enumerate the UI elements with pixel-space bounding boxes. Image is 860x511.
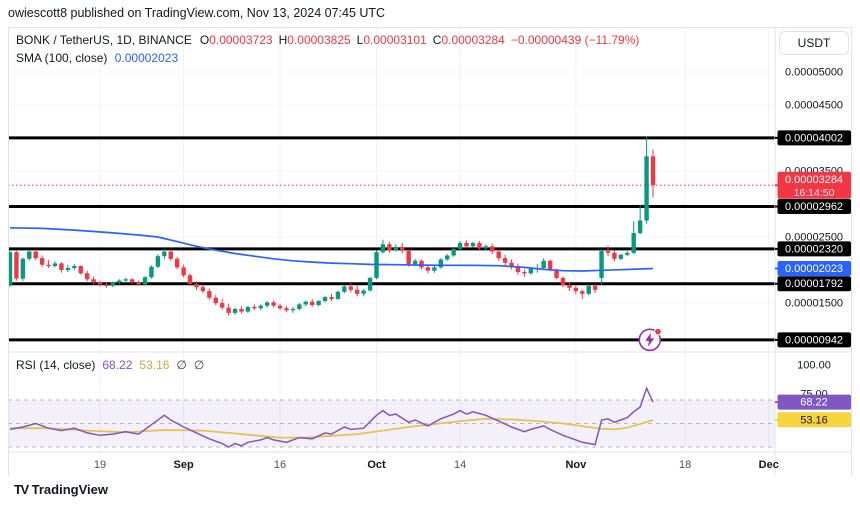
- rsi-line[interactable]: [9, 386, 654, 448]
- svg-text:68.22: 68.22: [800, 397, 828, 409]
- svg-text:0.00000942: 0.00000942: [785, 334, 843, 346]
- svg-text:0.00001500: 0.00001500: [785, 298, 843, 310]
- svg-text:0.00004002: 0.00004002: [785, 132, 843, 144]
- svg-text:0.00002320: 0.00002320: [785, 243, 843, 255]
- svg-text:Nov: Nov: [565, 459, 587, 471]
- price-gridlines: [8, 71, 775, 304]
- close-label: C: [432, 33, 442, 47]
- tradingview-logo-text: TradingView: [31, 482, 108, 497]
- svg-text:0.00001792: 0.00001792: [785, 278, 843, 290]
- vertical-gridlines: [99, 28, 770, 452]
- rsi-value: 68.22: [102, 358, 133, 372]
- rsi-band: [8, 399, 775, 448]
- rsi-ma-value: 53.16: [139, 358, 170, 372]
- price-axis[interactable]: 0.000050000.000045000.000035000.00002500…: [775, 67, 851, 348]
- svg-text:16: 16: [274, 459, 286, 471]
- candlestick-series: [8, 136, 656, 316]
- sma-value: 0.00002023: [114, 51, 179, 65]
- high-label: H: [278, 33, 288, 47]
- attribution-text: owiescott8 published on TradingView.com,…: [8, 6, 386, 20]
- low-label: L: [356, 33, 364, 47]
- rsi-empty-value-1: ∅: [176, 358, 187, 372]
- tradingview-logo-icon: TV: [14, 482, 29, 497]
- change-value: −0.00000439 (−11.79%): [510, 33, 640, 47]
- svg-text:Oct: Oct: [367, 459, 386, 471]
- currency-toggle-button[interactable]: USDT: [779, 31, 849, 55]
- symbol-legend-row: BONK / TetherUS, 1D, BINANCE O0.00003723 H…: [16, 31, 639, 49]
- svg-text:0.00002500: 0.00002500: [785, 232, 843, 244]
- open-value: 0.00003723: [209, 33, 273, 47]
- svg-text:18: 18: [679, 459, 691, 471]
- svg-text:14: 14: [454, 459, 466, 471]
- rsi-empty-value-2: ∅: [193, 358, 205, 372]
- high-value: 0.00003825: [287, 33, 351, 47]
- svg-text:0.00002023: 0.00002023: [785, 263, 843, 275]
- open-label: O: [199, 33, 210, 47]
- svg-text:0.00003284: 0.00003284: [785, 174, 843, 186]
- sma-legend-row: SMA (100, close) 0.00002023: [16, 49, 639, 67]
- svg-text:16:14:50: 16:14:50: [794, 187, 835, 199]
- svg-text:53.16: 53.16: [800, 414, 828, 426]
- sma100-line[interactable]: [9, 226, 654, 272]
- close-value: 0.00003284: [441, 33, 505, 47]
- symbol-title[interactable]: BONK / TetherUS, 1D, BINANCE: [16, 33, 192, 47]
- chart-legend[interactable]: BONK / TetherUS, 1D, BINANCE O0.00003723 H…: [16, 31, 639, 67]
- chart-canvas[interactable]: 0.000050000.000045000.000035000.00002500…: [8, 27, 852, 476]
- svg-text:Dec: Dec: [759, 459, 779, 471]
- chart-card: 0.00005000 0.00004500 0.00003500 0.00002500…: [8, 27, 852, 476]
- svg-text:0.00002962: 0.00002962: [785, 201, 843, 213]
- flash-marker-icon[interactable]: [638, 327, 662, 352]
- svg-text:100.00: 100.00: [797, 359, 831, 371]
- rsi-label[interactable]: RSI (14, close): [16, 358, 96, 372]
- support-resistance-lines[interactable]: [8, 136, 775, 342]
- rsi-legend[interactable]: RSI (14, close) 68.22 53.16 ∅ ∅: [16, 358, 204, 372]
- tradingview-logo[interactable]: TV TradingView: [14, 482, 108, 497]
- svg-text:Sep: Sep: [174, 459, 194, 471]
- svg-text:19: 19: [94, 459, 106, 471]
- sma-label[interactable]: SMA (100, close): [16, 51, 108, 65]
- low-value: 0.00003101: [363, 33, 427, 47]
- svg-text:0.00005000: 0.00005000: [785, 67, 843, 79]
- svg-text:0.00004500: 0.00004500: [785, 100, 843, 112]
- time-axis[interactable]: 19 Sep 16 Oct 14 Nov 18 Dec: [94, 459, 779, 471]
